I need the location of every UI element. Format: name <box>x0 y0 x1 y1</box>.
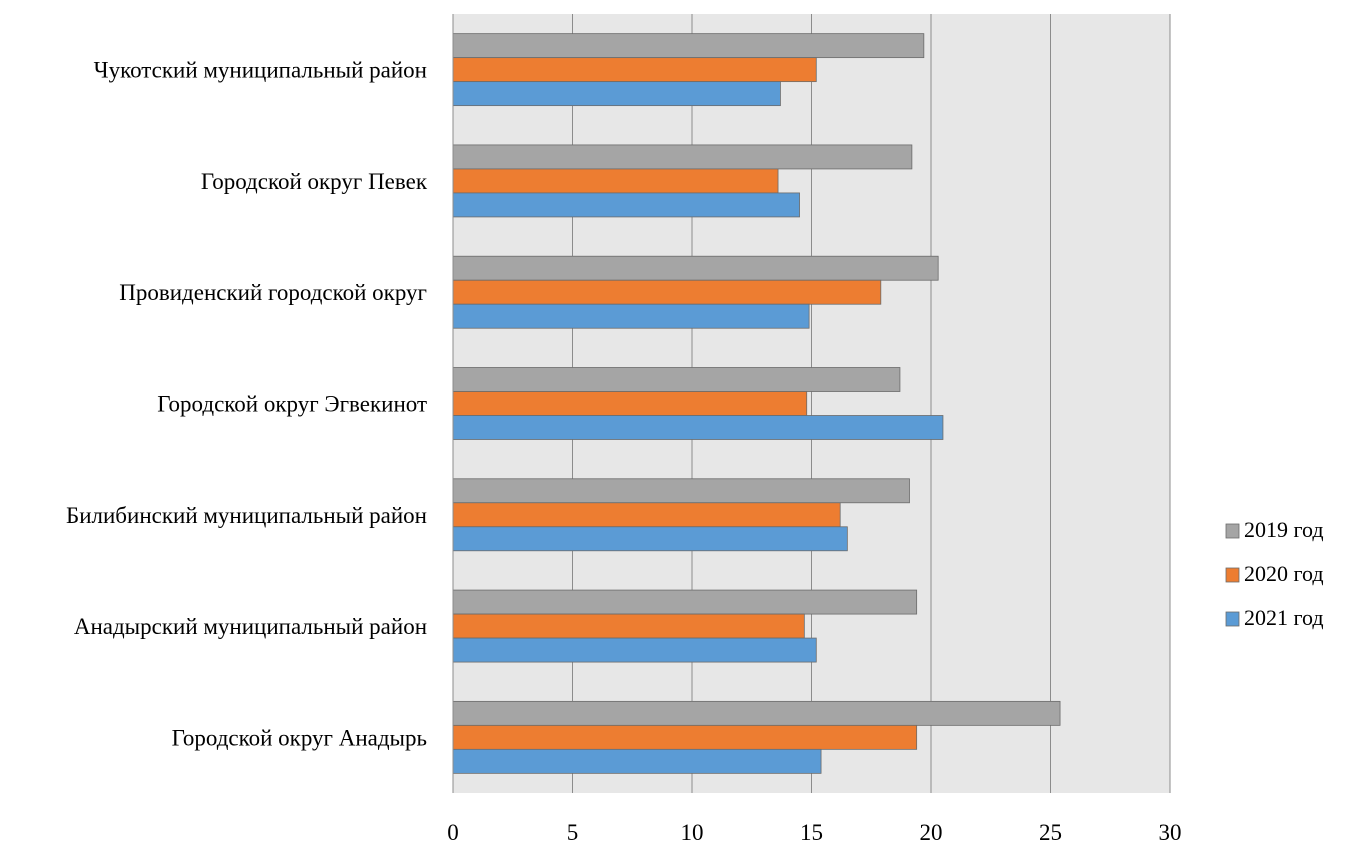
x-tick-label: 0 <box>447 820 459 845</box>
x-tick-label: 20 <box>920 820 943 845</box>
x-tick-label: 15 <box>800 820 823 845</box>
bar <box>452 637 817 663</box>
bars <box>452 33 1061 774</box>
bar <box>452 613 805 639</box>
x-tick-label: 10 <box>681 820 704 845</box>
bar <box>452 57 817 83</box>
x-tick-label: 5 <box>567 820 579 845</box>
legend-swatch <box>1225 523 1240 539</box>
x-tick-labels: 0 5 10 15 20 25 30 <box>447 820 1181 845</box>
x-tick-label: 30 <box>1159 820 1182 845</box>
legend: 2019 год 2020 год 2021 год <box>1225 517 1324 630</box>
bar <box>452 478 910 504</box>
bar <box>452 700 1061 726</box>
legend-label: 2020 год <box>1244 561 1324 586</box>
bar <box>452 144 913 170</box>
bar <box>452 502 841 528</box>
x-tick-label: 25 <box>1039 820 1062 845</box>
bar <box>452 367 901 392</box>
category-labels: Чукотский муниципальный район Городской о… <box>66 58 428 751</box>
bar <box>452 748 822 774</box>
bar <box>452 255 939 281</box>
category-label: Городской округ Анадырь <box>172 725 427 750</box>
legend-swatch <box>1225 567 1240 583</box>
category-label: Билибинский муниципальный район <box>66 503 427 528</box>
category-label: Городской округ Эгвекинот <box>157 392 427 417</box>
legend-label: 2019 год <box>1244 517 1324 542</box>
bar <box>452 303 810 329</box>
category-label: Провиденский городской округ <box>119 280 427 305</box>
bar <box>452 168 779 194</box>
bar <box>452 192 800 218</box>
category-label: Анадырский муниципальный район <box>74 614 427 639</box>
bar <box>452 724 918 750</box>
legend-swatch <box>1225 611 1240 627</box>
bar <box>452 391 808 416</box>
bar <box>452 279 882 305</box>
category-label: Городской округ Певек <box>201 169 428 194</box>
category-label: Чукотский муниципальный район <box>94 58 427 83</box>
legend-label: 2021 год <box>1244 605 1324 630</box>
bar <box>452 526 848 552</box>
bar <box>452 415 944 440</box>
bar <box>452 33 925 59</box>
bar <box>452 81 781 107</box>
bar <box>452 589 918 615</box>
